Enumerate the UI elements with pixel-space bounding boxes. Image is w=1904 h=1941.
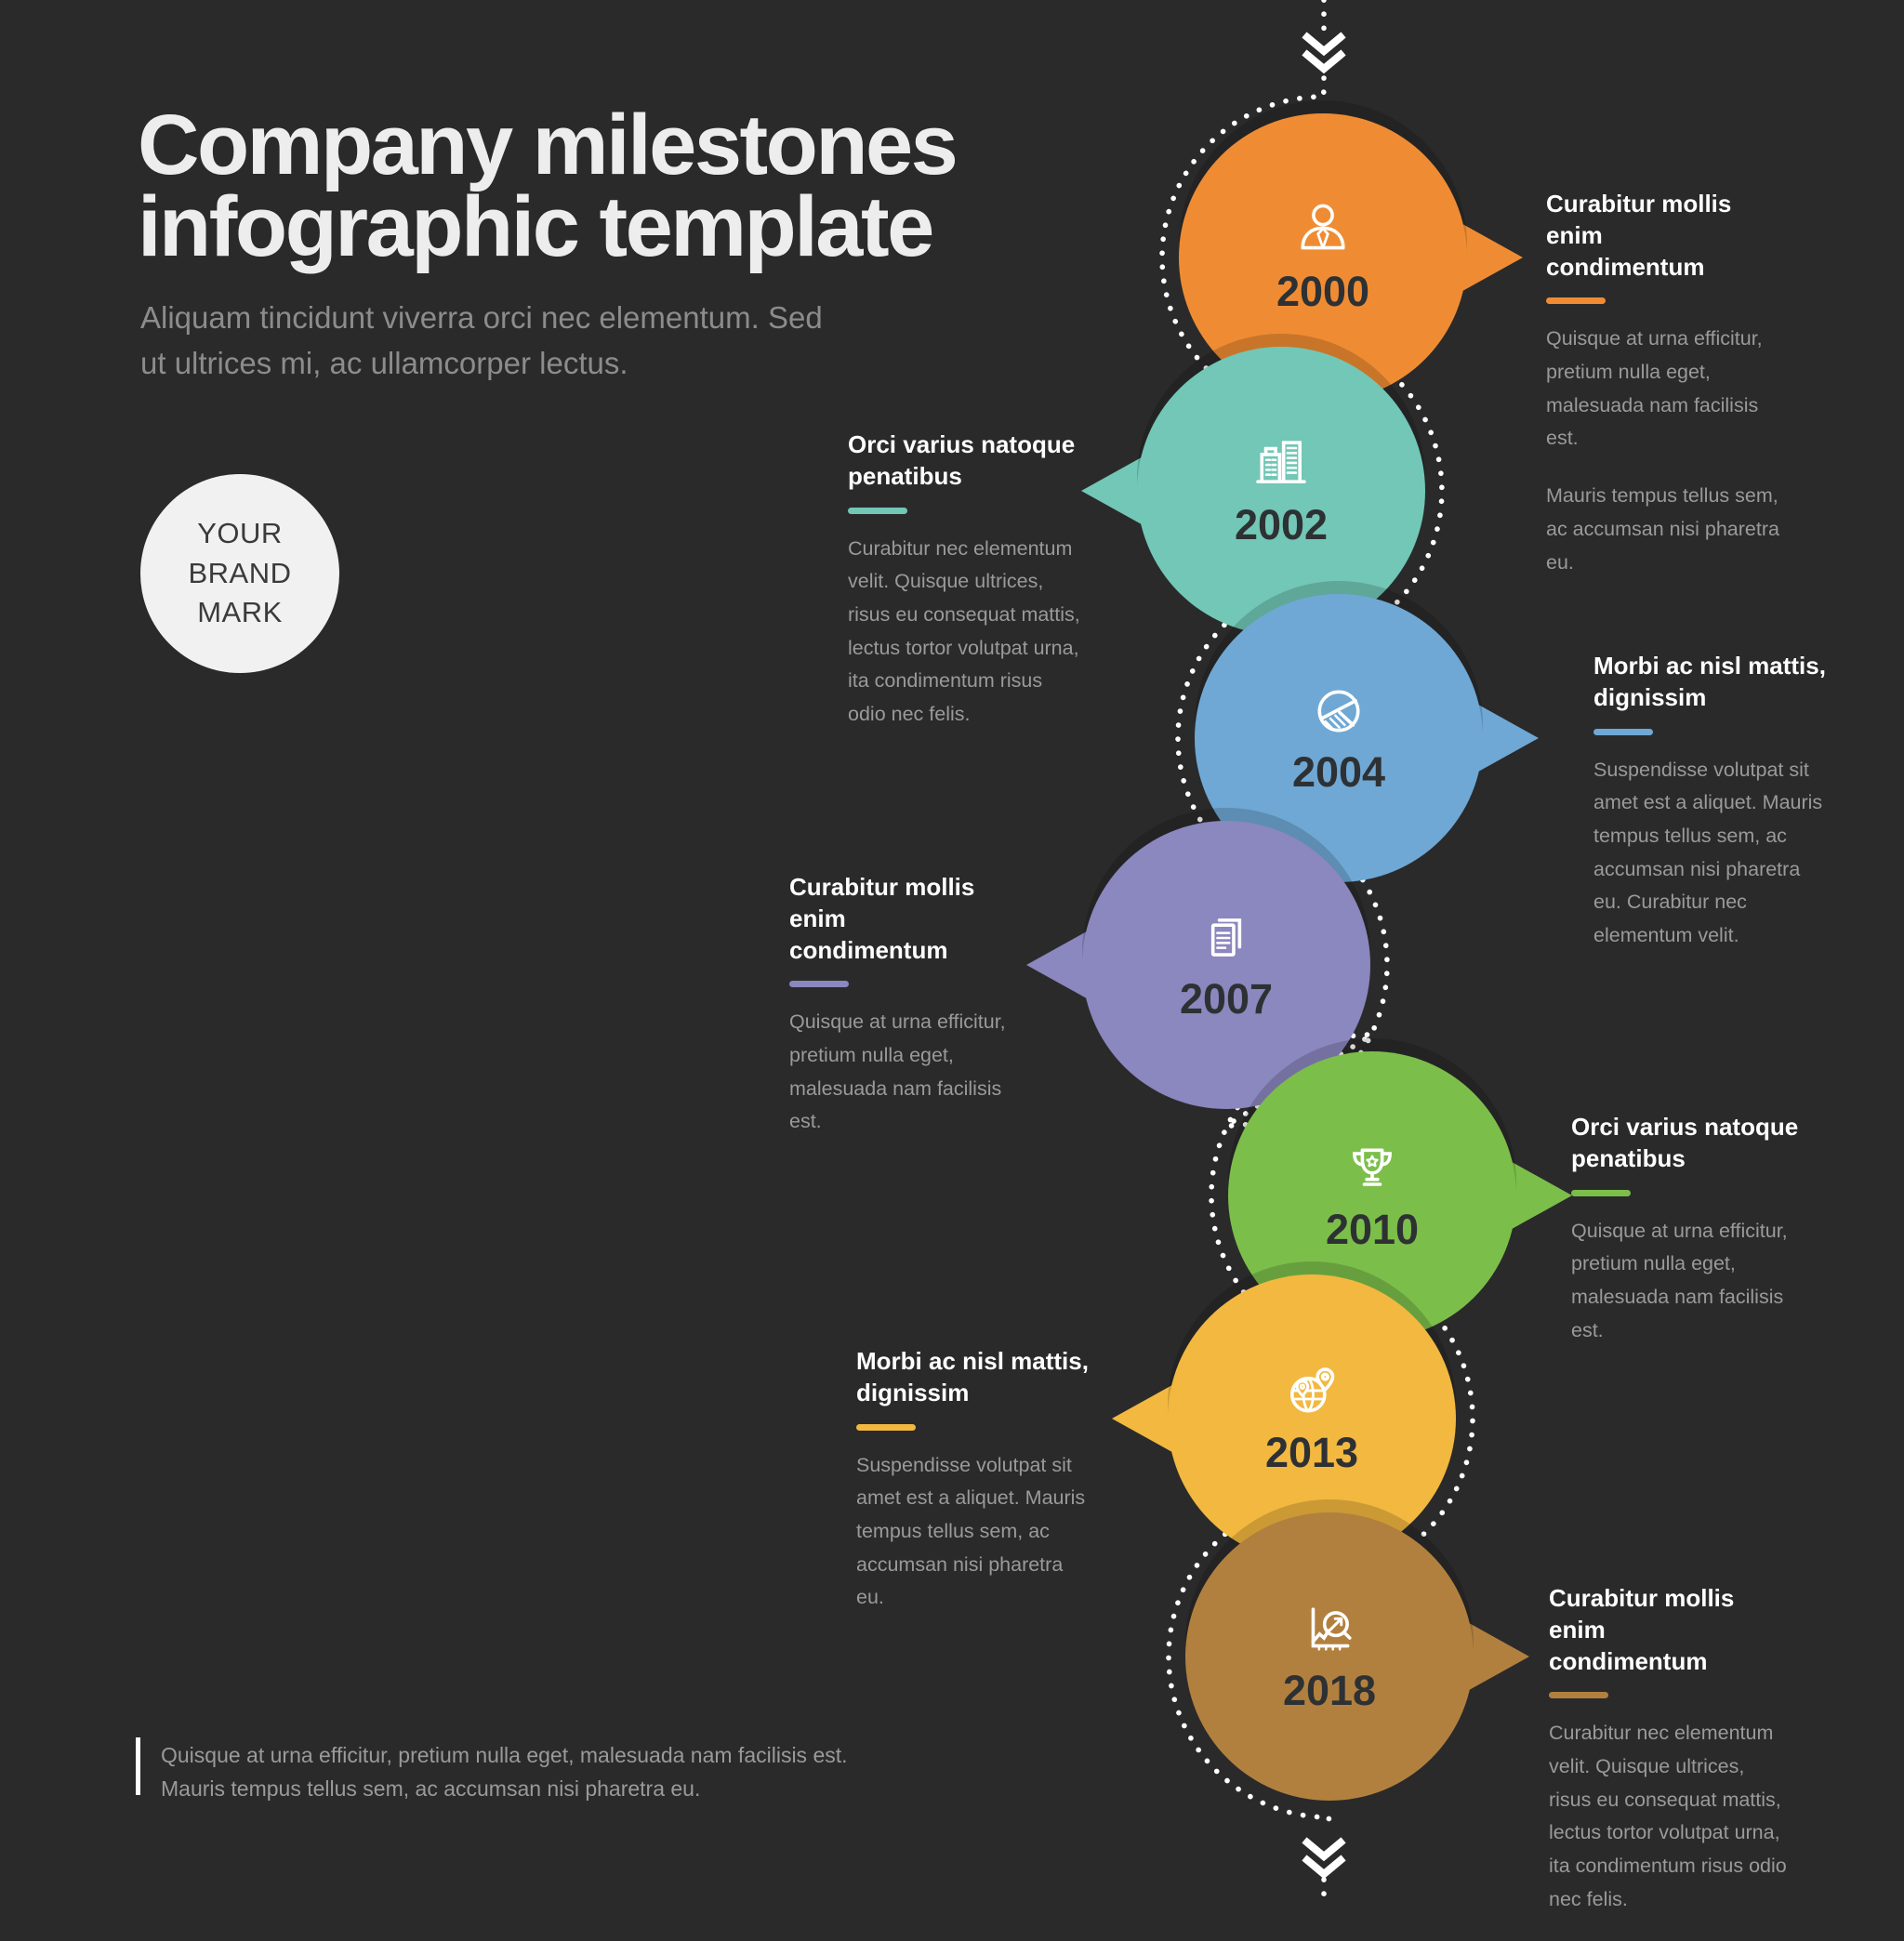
brand-line-1: YOUR bbox=[197, 516, 283, 549]
milestone-2018: 2018 bbox=[1185, 1512, 1529, 1801]
accent-rule bbox=[1571, 1189, 1631, 1196]
footer-text: Quisque at urna efficitur, pretium nulla… bbox=[161, 1737, 848, 1805]
milestone-year: 2013 bbox=[1264, 1429, 1359, 1476]
subtitle-line-1: Aliquam tincidunt viverra orci nec eleme… bbox=[140, 300, 823, 335]
milestone-year: 2010 bbox=[1325, 1206, 1420, 1253]
accent-rule bbox=[856, 1423, 916, 1431]
milestone-body: Mauris tempus tellus sem, ac accumsan ni… bbox=[1546, 484, 1779, 574]
pie-chart-icon bbox=[1307, 680, 1370, 743]
milestone-2018-text: Curabitur mollis enim condimentum Curabit… bbox=[1549, 1583, 1791, 1941]
milestone-title: Morbi ac nisl mattis, dignissim bbox=[1593, 652, 1826, 711]
brand-line-2: BRAND bbox=[188, 556, 292, 589]
milestone-body: Suspendisse volutpat sit amet est a aliq… bbox=[1593, 758, 1823, 947]
accent-rule bbox=[848, 507, 907, 514]
milestone-2007-text: Curabitur mollis enim condimentum Quisque… bbox=[789, 872, 1025, 1163]
brand-line-3: MARK bbox=[197, 596, 283, 629]
milestone-year: 2007 bbox=[1179, 975, 1274, 1023]
milestone-2004-text: Morbi ac nisl mattis, dignissim Suspendis… bbox=[1593, 651, 1826, 977]
milestone-year: 2000 bbox=[1276, 268, 1370, 315]
milestone-2002: 2002 bbox=[1081, 347, 1425, 635]
page-subtitle: Aliquam tincidunt viverra orci nec eleme… bbox=[140, 296, 823, 387]
milestone-body: Curabitur nec elementum velit. Quisque u… bbox=[848, 536, 1080, 726]
milestone-2000: 2000 bbox=[1179, 113, 1523, 402]
milestone-2010-text: Orci varius natoque penatibus Quisque at … bbox=[1571, 1112, 1807, 1371]
chevron-down-icon bbox=[1302, 32, 1346, 1880]
milestone-bubble: 2002 bbox=[1137, 347, 1425, 635]
milestone-bubble: 2000 bbox=[1179, 113, 1467, 402]
milestone-body: Quisque at urna efficitur, pretium nulla… bbox=[789, 1010, 1006, 1133]
subtitle-line-2: ut ultrices mi, ac ullamcorper lectus. bbox=[140, 345, 628, 380]
buildings-icon bbox=[1250, 432, 1313, 495]
milestone-2002-text: Orci varius natoque penatibus Curabitur n… bbox=[848, 429, 1084, 756]
milestone-2013-text: Morbi ac nisl mattis, dignissim Suspendis… bbox=[856, 1346, 1092, 1639]
brand-mark-circle: YOUR BRAND MARK bbox=[140, 474, 339, 673]
footer-note: Quisque at urna efficitur, pretium nulla… bbox=[136, 1737, 848, 1805]
accent-rule bbox=[1549, 1692, 1608, 1699]
milestone-year: 2002 bbox=[1234, 501, 1329, 548]
footer-line-2: Mauris tempus tellus sem, ac accumsan ni… bbox=[161, 1776, 701, 1801]
globe-pins-icon bbox=[1280, 1360, 1343, 1423]
milestone-title: Morbi ac nisl mattis, dignissim bbox=[856, 1347, 1089, 1406]
accent-rule bbox=[1593, 728, 1653, 735]
title-line-1: Company milestones bbox=[138, 98, 959, 192]
chart-magnifier-icon bbox=[1298, 1598, 1361, 1661]
milestone-body: Suspendisse volutpat sit amet est a aliq… bbox=[856, 1453, 1086, 1609]
milestone-title: Orci varius natoque penatibus bbox=[1571, 1113, 1799, 1172]
accent-rule bbox=[789, 981, 849, 988]
milestone-year: 2018 bbox=[1282, 1667, 1377, 1714]
page-title: Company milestones infographic template bbox=[138, 98, 959, 274]
milestone-body: Quisque at urna efficitur, pretium nulla… bbox=[1546, 327, 1763, 450]
milestone-title: Orci varius natoque penatibus bbox=[848, 430, 1076, 490]
milestone-title: Curabitur mollis enim condimentum bbox=[1546, 190, 1732, 281]
businessman-icon bbox=[1291, 199, 1355, 262]
milestone-title: Curabitur mollis enim condimentum bbox=[789, 873, 975, 964]
footer-accent-bar bbox=[136, 1737, 140, 1795]
milestone-title: Curabitur mollis enim condimentum bbox=[1549, 1584, 1735, 1675]
dotted-line bbox=[1159, 0, 1475, 1904]
documents-icon bbox=[1195, 906, 1258, 970]
milestone-bubble: 2018 bbox=[1185, 1512, 1474, 1801]
trophy-icon bbox=[1341, 1137, 1404, 1200]
milestone-body: Quisque at urna efficitur, pretium nulla… bbox=[1571, 1219, 1788, 1341]
title-line-2: infographic template bbox=[138, 179, 934, 274]
milestone-body: Curabitur nec elementum velit. Quisque u… bbox=[1549, 1722, 1787, 1910]
milestone-2000-text: Curabitur mollis enim condimentum Quisque… bbox=[1546, 189, 1786, 603]
footer-line-1: Quisque at urna efficitur, pretium nulla… bbox=[161, 1743, 848, 1767]
milestone-year: 2004 bbox=[1291, 748, 1386, 796]
accent-rule bbox=[1546, 297, 1606, 305]
